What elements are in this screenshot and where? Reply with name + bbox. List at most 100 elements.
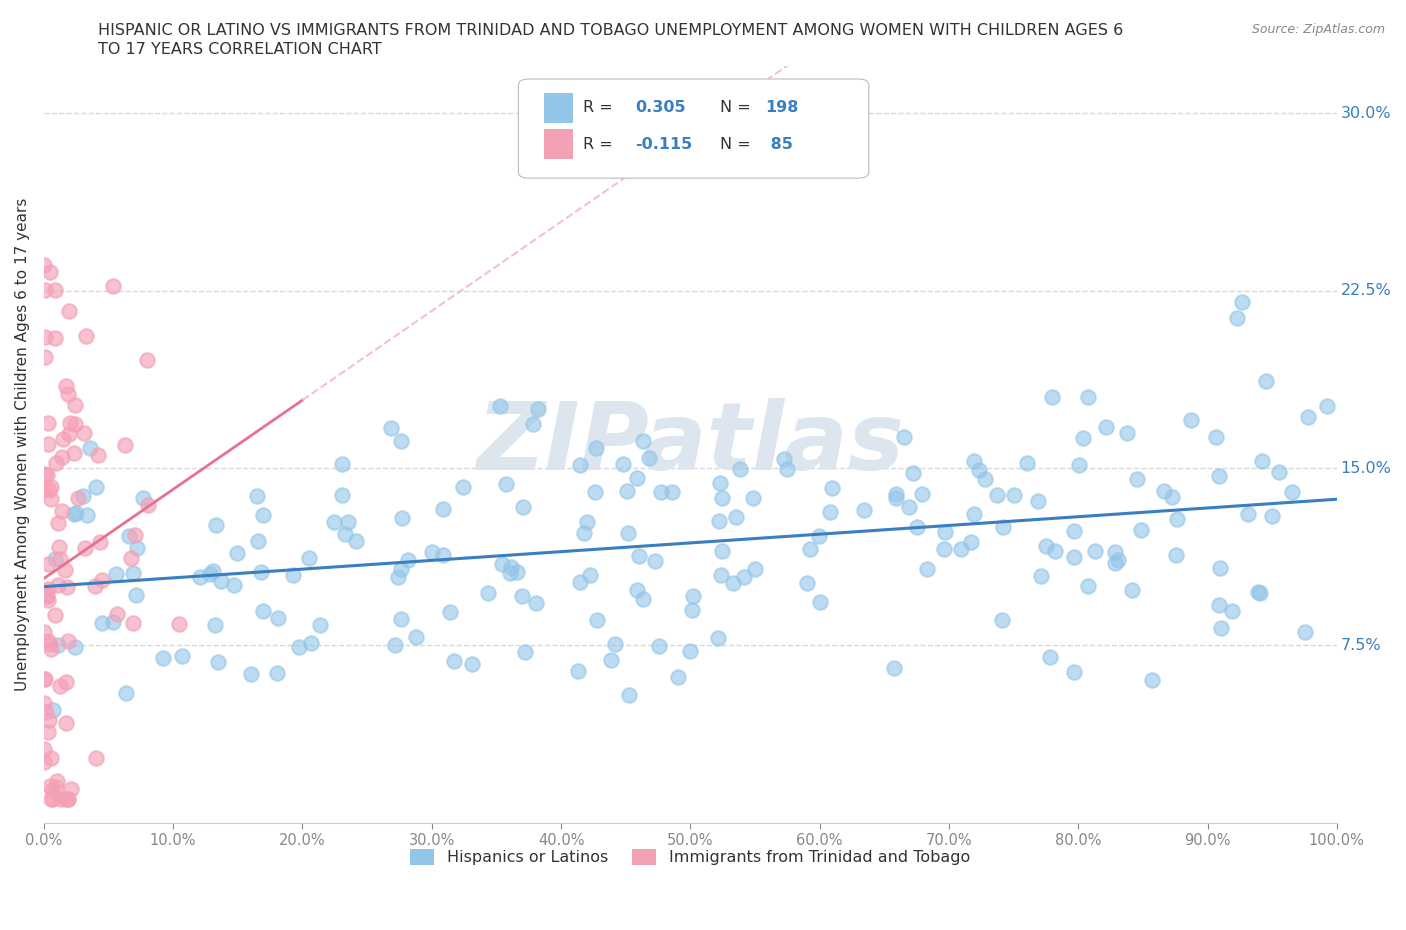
Point <box>522 417 544 432</box>
Point <box>380 420 402 435</box>
Point <box>384 637 406 652</box>
Point <box>501 559 523 574</box>
Point <box>1121 583 1143 598</box>
Point <box>443 654 465 669</box>
Text: Source: ZipAtlas.com: Source: ZipAtlas.com <box>1251 23 1385 36</box>
Point <box>39 751 62 765</box>
Point <box>405 630 427 644</box>
Point <box>51 791 73 806</box>
Point <box>1104 555 1126 570</box>
Point <box>1071 431 1094 445</box>
Point <box>1161 489 1184 504</box>
Point <box>63 417 86 432</box>
Point <box>101 279 124 294</box>
Point <box>46 774 69 789</box>
Point <box>101 614 124 629</box>
Point <box>974 472 997 486</box>
Point <box>1249 586 1271 601</box>
Point <box>893 430 915 445</box>
Point <box>67 490 90 505</box>
Point <box>63 445 86 460</box>
Point <box>631 591 654 606</box>
Point <box>744 562 766 577</box>
Point <box>1316 398 1339 413</box>
Point <box>298 551 321 565</box>
Point <box>58 791 80 806</box>
Point <box>389 434 412 449</box>
Point <box>1077 579 1099 594</box>
Point <box>114 437 136 452</box>
Point <box>35 705 58 720</box>
Point <box>648 638 671 653</box>
Point <box>37 724 59 739</box>
Point <box>73 540 96 555</box>
Point <box>45 779 67 794</box>
Point <box>1180 412 1202 427</box>
Point <box>1045 543 1067 558</box>
Point <box>204 618 226 632</box>
Point <box>330 457 353 472</box>
Point <box>34 467 56 482</box>
Point <box>59 416 82 431</box>
Point <box>122 565 145 580</box>
Point <box>461 657 484 671</box>
Point <box>246 534 269 549</box>
Point <box>266 665 288 680</box>
Point <box>35 588 58 603</box>
Point <box>1153 484 1175 498</box>
Point <box>131 491 153 506</box>
Point <box>333 526 356 541</box>
Point <box>1129 523 1152 538</box>
Point <box>963 507 986 522</box>
Point <box>668 670 690 684</box>
Point <box>58 427 80 442</box>
Point <box>612 457 634 472</box>
Point <box>934 525 956 539</box>
Point <box>246 488 269 503</box>
Point <box>58 303 80 318</box>
Point <box>104 566 127 581</box>
Point <box>1250 454 1272 469</box>
Point <box>603 637 626 652</box>
Point <box>884 486 907 501</box>
Point <box>37 634 59 649</box>
Point <box>42 791 65 806</box>
Point <box>706 631 728 645</box>
Point <box>616 484 638 498</box>
Point <box>34 283 56 298</box>
Point <box>679 644 702 658</box>
Text: 0.305: 0.305 <box>634 100 685 115</box>
Point <box>198 566 221 581</box>
Point <box>79 441 101 456</box>
Point <box>1247 584 1270 599</box>
Point <box>209 574 232 589</box>
Point <box>84 578 107 593</box>
Text: 198: 198 <box>765 100 799 115</box>
Point <box>489 399 512 414</box>
Point <box>432 501 454 516</box>
FancyBboxPatch shape <box>519 79 869 179</box>
Point <box>75 329 97 344</box>
Point <box>1230 295 1253 310</box>
Point <box>724 510 747 525</box>
Point <box>76 508 98 523</box>
Point <box>574 525 596 540</box>
Text: N =: N = <box>720 100 756 115</box>
Point <box>55 675 77 690</box>
Point <box>682 589 704 604</box>
Text: TO 17 YEARS CORRELATION CHART: TO 17 YEARS CORRELATION CHART <box>98 42 382 57</box>
Point <box>681 603 703 618</box>
Point <box>626 583 648 598</box>
Point <box>72 489 94 504</box>
Point <box>585 441 607 456</box>
Point <box>49 551 72 566</box>
Point <box>897 500 920 515</box>
Point <box>1084 544 1107 559</box>
Point <box>1281 485 1303 499</box>
Point <box>1063 524 1085 538</box>
Point <box>387 570 409 585</box>
Point <box>56 579 79 594</box>
Point <box>391 561 413 576</box>
Point <box>38 482 60 497</box>
Point <box>336 514 359 529</box>
